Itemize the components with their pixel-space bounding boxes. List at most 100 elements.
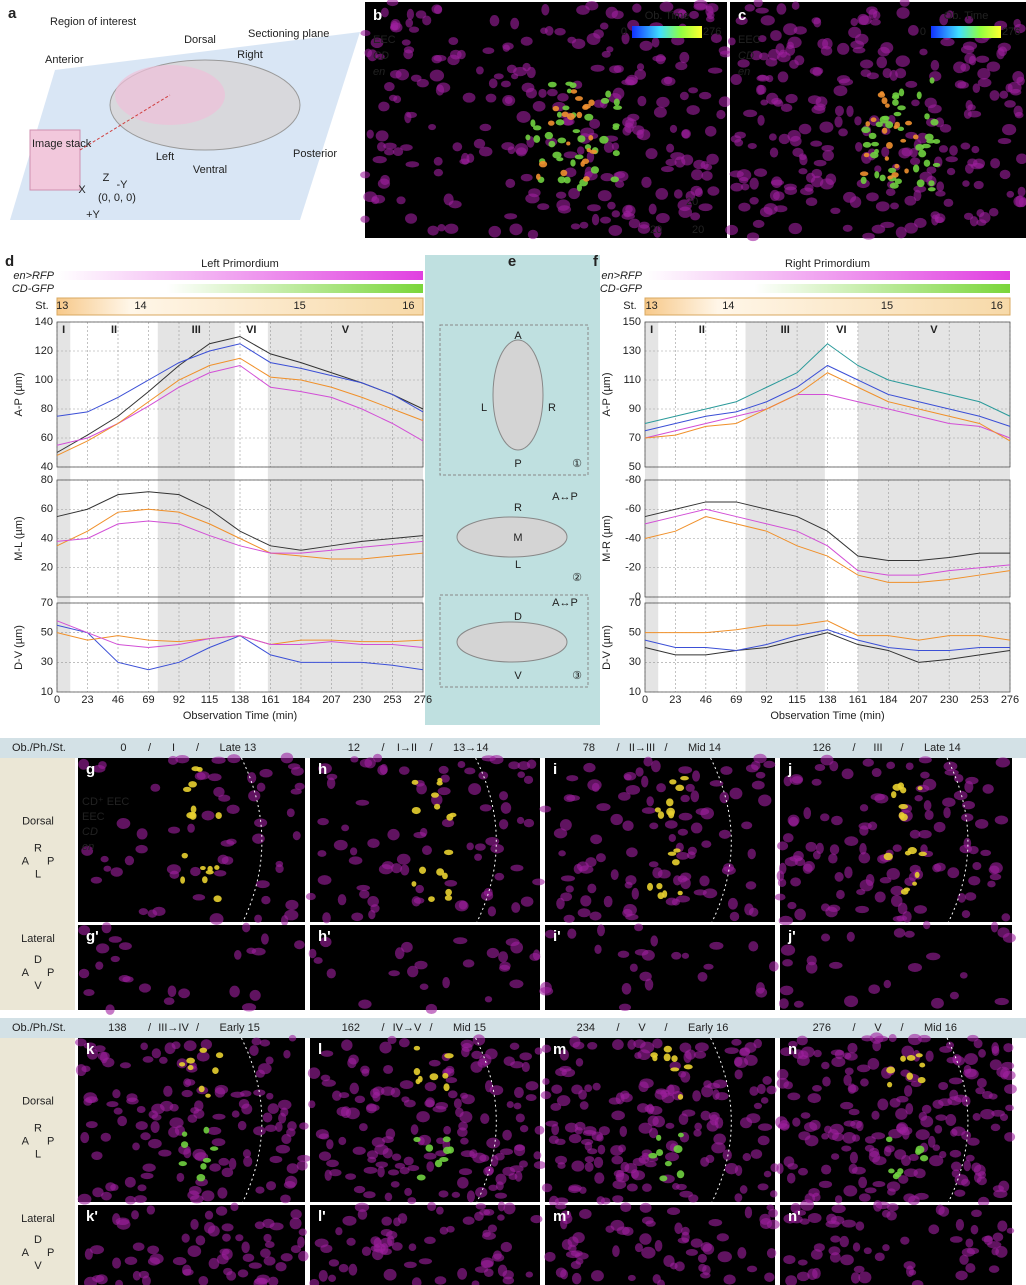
cell <box>977 1078 987 1088</box>
cell <box>950 1236 963 1243</box>
cell <box>390 19 400 31</box>
cell <box>537 203 549 210</box>
x-tick-label: 0 <box>642 694 648 706</box>
cell <box>871 793 885 800</box>
cell <box>405 213 417 223</box>
cell <box>622 1227 633 1236</box>
cell <box>195 772 206 780</box>
cell <box>554 28 565 35</box>
cell <box>848 27 861 38</box>
cell <box>703 888 717 898</box>
y-tick-label: 30 <box>629 656 641 668</box>
cell <box>767 1220 780 1230</box>
cell <box>173 1257 187 1265</box>
y-tick-label: 40 <box>41 532 53 544</box>
cell <box>489 226 502 238</box>
cell <box>536 174 541 180</box>
cell <box>725 225 738 235</box>
cell <box>692 1090 701 1101</box>
frame-time: 12 <box>348 742 360 754</box>
cell <box>735 1069 743 1079</box>
cell <box>757 1084 766 1094</box>
panel-letter: k' <box>86 1208 98 1225</box>
cell <box>611 869 619 880</box>
cell <box>920 772 930 779</box>
cell <box>703 1080 711 1088</box>
cell <box>679 1113 689 1125</box>
cell <box>383 1065 393 1074</box>
colorbar-label: Ob. Time <box>944 10 989 22</box>
cell <box>434 804 440 810</box>
x-tick-label: 115 <box>201 694 219 706</box>
y-tick-label: 90 <box>629 403 641 415</box>
cell <box>540 28 548 34</box>
cell <box>611 1156 623 1165</box>
cell <box>299 1122 309 1129</box>
diagram-label: +Y <box>86 209 100 221</box>
cell <box>492 1254 504 1262</box>
cell <box>375 1161 388 1167</box>
cell <box>111 867 123 876</box>
cell <box>263 1234 271 1242</box>
cell <box>341 1039 352 1050</box>
cell <box>847 932 855 942</box>
cell <box>490 1085 504 1095</box>
cell <box>705 6 713 17</box>
x-tick-label: 253 <box>970 694 988 706</box>
cell <box>435 1160 442 1168</box>
cell <box>137 828 148 839</box>
cell <box>526 1081 539 1090</box>
scale-label: 20 <box>686 196 698 208</box>
cell <box>852 1134 860 1141</box>
y-tick-label: 100 <box>35 374 53 386</box>
cell <box>892 92 899 98</box>
cell <box>724 1274 736 1284</box>
cell <box>428 124 436 130</box>
cell <box>931 998 944 1009</box>
cell <box>591 1270 604 1281</box>
cell <box>422 845 432 855</box>
cell <box>960 972 968 979</box>
cell <box>753 220 765 228</box>
cell <box>596 803 610 811</box>
cell <box>372 195 385 204</box>
cell <box>730 912 740 921</box>
cell <box>424 1153 437 1160</box>
cell <box>731 135 742 142</box>
cell <box>283 1050 290 1059</box>
cell <box>117 1116 127 1126</box>
cell <box>1018 187 1026 197</box>
cell <box>748 143 757 149</box>
axis-label: A <box>22 967 30 979</box>
cell <box>396 196 405 204</box>
cell <box>249 1045 258 1056</box>
cell <box>829 761 838 771</box>
cell <box>681 154 693 165</box>
cell <box>445 895 452 901</box>
cell <box>743 1153 752 1161</box>
cell <box>871 142 879 147</box>
y-axis-label: D-V (µm) <box>601 625 613 670</box>
cell <box>620 1202 631 1212</box>
cell <box>358 1000 371 1009</box>
cell <box>678 1071 686 1078</box>
cell <box>989 1093 998 1099</box>
cell <box>882 127 887 133</box>
cell <box>989 1265 999 1272</box>
cell <box>677 1170 684 1178</box>
cell <box>612 1195 623 1203</box>
cell <box>397 854 411 865</box>
cell <box>822 1076 831 1086</box>
cell <box>355 1096 365 1103</box>
cell <box>945 769 959 775</box>
cell <box>133 1243 145 1251</box>
cell <box>835 872 844 882</box>
colorbar-min: 0 <box>920 26 926 38</box>
cell <box>213 895 221 902</box>
x-tick-label: 0 <box>54 694 60 706</box>
cell <box>868 822 877 831</box>
scale-label: 20 <box>650 224 662 236</box>
cell <box>653 1274 661 1284</box>
cell <box>610 176 619 182</box>
cell <box>177 1173 185 1182</box>
